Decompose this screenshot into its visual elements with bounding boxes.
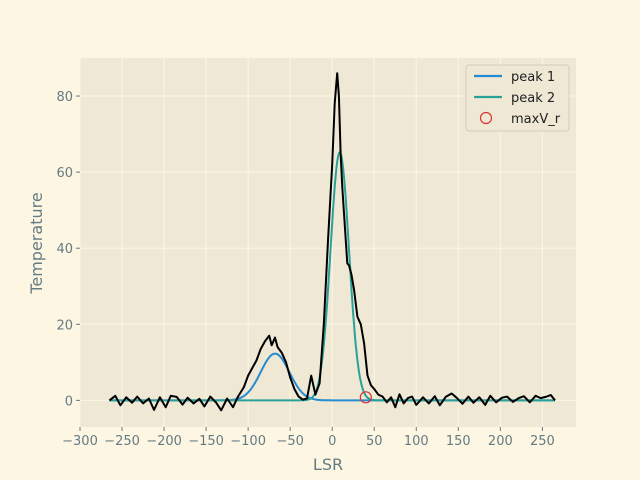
x-tick-label: 150 bbox=[446, 434, 471, 449]
y-tick-label: 0 bbox=[65, 394, 73, 409]
y-tick-label: 60 bbox=[56, 166, 73, 181]
legend-label-peak-2: peak 2 bbox=[511, 91, 555, 106]
x-tick-label: 250 bbox=[530, 434, 555, 449]
y-tick-label: 80 bbox=[56, 90, 73, 105]
legend-label-maxv-r: maxV_r bbox=[511, 112, 561, 127]
x-tick-label: −50 bbox=[276, 434, 303, 449]
x-tick-label: 50 bbox=[366, 434, 383, 449]
y-tick-label: 20 bbox=[56, 318, 73, 333]
legend-label-peak-1: peak 1 bbox=[511, 70, 555, 85]
x-tick-label: 0 bbox=[328, 434, 336, 449]
x-tick-label: −200 bbox=[146, 434, 182, 449]
x-axis-label: LSR bbox=[313, 455, 343, 474]
x-tick-label: −150 bbox=[188, 434, 224, 449]
y-tick-label: 40 bbox=[56, 242, 73, 257]
x-tick-label: −250 bbox=[104, 434, 140, 449]
x-tick-label: −100 bbox=[230, 434, 266, 449]
y-axis-label: Temperature bbox=[27, 192, 46, 294]
legend: peak 1 peak 2 maxV_r bbox=[466, 65, 569, 131]
x-tick-label: 100 bbox=[404, 434, 429, 449]
x-tick-label: −300 bbox=[62, 434, 98, 449]
x-tick-label: 200 bbox=[488, 434, 513, 449]
